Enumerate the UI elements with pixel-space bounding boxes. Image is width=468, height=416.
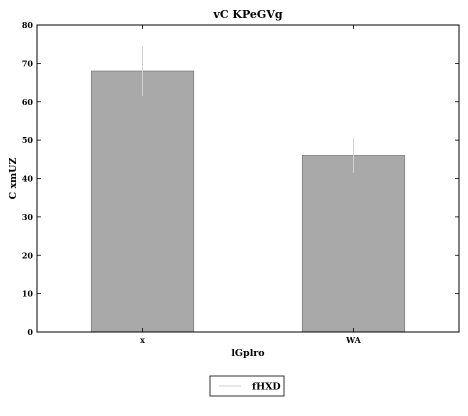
y-tick-label: 60	[22, 97, 34, 107]
y-tick-label: 30	[22, 212, 34, 222]
y-tick-label: 0	[27, 327, 33, 337]
legend-box	[209, 375, 285, 397]
bar-WA	[301, 155, 406, 333]
chart-title: vC KPeGVg	[212, 8, 282, 21]
bar-x	[90, 70, 195, 333]
y-axis-label: C xmUZ	[8, 158, 19, 200]
y-tick-label: 20	[22, 250, 34, 260]
plot-area: 0 10 20 30 40 50 60 70 80 x WA	[22, 20, 459, 345]
legend: fHXD	[209, 375, 285, 397]
x-axis-label: lGplro	[231, 348, 264, 359]
legend-label-fHXD: fHXD	[252, 382, 281, 393]
y-tick-label: 10	[22, 289, 34, 299]
y-tick-label: 50	[22, 135, 34, 145]
x-tick-label: x	[140, 335, 145, 345]
x-tick-label: WA	[345, 335, 361, 345]
plot-frame	[36, 24, 460, 333]
y-tick-label: 70	[22, 58, 34, 68]
y-tick-label: 80	[22, 20, 34, 30]
y-tick-label: 40	[22, 174, 34, 184]
